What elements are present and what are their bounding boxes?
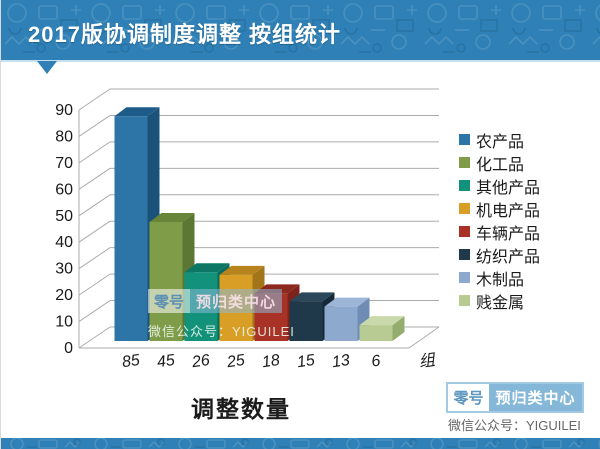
legend-label: 纺织产品 [476, 248, 541, 266]
legend-label: 贱金属 [476, 294, 525, 312]
legend-item: 化工品 [459, 151, 540, 174]
watermark: 零号 预归类中心 微信公众号：YIGUILEI [148, 289, 295, 340]
y-axis-label: 0 [64, 340, 73, 357]
footer-doodle-pattern [1, 438, 600, 449]
brand-badge-left: 零号 [448, 384, 489, 411]
legend-swatch [459, 226, 470, 237]
x-axis-label: 13 [331, 352, 351, 371]
x-axis-label: 15 [296, 352, 316, 371]
header-doodle-pattern [1, 0, 600, 60]
bar [324, 306, 358, 341]
bar [359, 325, 393, 341]
legend-label: 其他产品 [476, 179, 541, 197]
legend-item: 纺织产品 [459, 243, 540, 266]
y-axis-label: 20 [55, 287, 73, 304]
watermark-wechat-text: 微信公众号：YIGUILEI [148, 324, 295, 339]
bar [114, 116, 148, 341]
floor-right-edge [408, 326, 440, 349]
legend-label: 车辆产品 [476, 225, 541, 243]
legend-swatch [459, 134, 470, 145]
header-edge-line [1, 60, 600, 62]
legend-swatch [459, 180, 470, 191]
gridline-diagonal [78, 326, 111, 349]
watermark-brand-left: 零号 [148, 289, 190, 313]
legend-item: 其他产品 [459, 174, 540, 197]
gridline-diagonal [78, 88, 111, 111]
gridline-diagonal [78, 300, 111, 322]
header-banner: 2017版协调制度调整 按组统计 [1, 0, 600, 60]
bar-top-face [114, 107, 160, 117]
page-title: 2017版协调制度调整 按组统计 [28, 22, 342, 47]
legend-item: 木制品 [459, 266, 540, 289]
legend-swatch [459, 203, 470, 214]
gridline-diagonal [78, 115, 111, 137]
legend-item: 农产品 [459, 128, 540, 151]
chart-legend: 农产品化工品其他产品机电产品车辆产品纺织产品木制品贱金属 [459, 128, 540, 312]
bar [149, 222, 183, 341]
header-pointer-triangle [37, 61, 57, 74]
y-axis-label: 90 [55, 102, 73, 119]
legend-item: 车辆产品 [459, 220, 540, 243]
gridline-diagonal [78, 247, 111, 270]
bar-top-face [359, 316, 405, 326]
y-axis-label: 60 [55, 181, 73, 198]
legend-item: 机电产品 [459, 197, 540, 220]
brand-badge-right: 预归类中心 [489, 384, 582, 411]
legend-label: 化工品 [476, 156, 525, 174]
x-axis-label: 25 [225, 352, 246, 371]
gridline-diagonal [78, 220, 111, 243]
legend-label: 机电产品 [476, 202, 541, 220]
legend-swatch [459, 272, 470, 283]
footer-wechat-text: 微信公众号：YIGUILEI [448, 418, 581, 433]
chart-caption: 调整数量 [191, 396, 291, 422]
bar-side-face [392, 316, 405, 341]
legend-swatch [459, 157, 470, 168]
legend-swatch [459, 249, 470, 260]
bar [289, 301, 323, 341]
brand-badge: 零号 预归类中心 [446, 382, 584, 413]
gridline-diagonal [78, 273, 111, 296]
bar-top-face [149, 213, 195, 223]
y-axis-label: 10 [55, 314, 73, 331]
gridline-diagonal [78, 194, 111, 217]
x-axis-label: 6 [370, 352, 381, 370]
bar-top-face [324, 297, 370, 307]
bar-top-face [289, 292, 335, 302]
bar-top-face [219, 265, 265, 275]
x-axis-label: 26 [190, 352, 211, 371]
x-axis-label: 45 [156, 352, 176, 371]
watermark-brand-right: 预归类中心 [190, 289, 282, 313]
gridline-diagonal [78, 141, 111, 164]
legend-item: 贱金属 [459, 289, 540, 312]
y-axis-label: 50 [55, 208, 73, 225]
legend-swatch [459, 295, 470, 306]
bar-top-face [184, 263, 230, 273]
gridline-diagonal [78, 167, 111, 190]
legend-label: 农产品 [476, 133, 525, 151]
x-axis-label: 85 [121, 352, 141, 371]
footer-strip [1, 438, 600, 449]
x-axis-label: 18 [261, 352, 281, 371]
y-axis-label: 40 [55, 234, 73, 251]
legend-label: 木制品 [476, 271, 525, 289]
watermark-badge: 零号 预归类中心 [148, 289, 295, 313]
x-axis-unit-label: 组 [418, 351, 438, 371]
y-axis-label: 80 [55, 128, 73, 145]
y-axis-label: 30 [55, 261, 73, 278]
y-axis-label: 70 [55, 155, 73, 172]
